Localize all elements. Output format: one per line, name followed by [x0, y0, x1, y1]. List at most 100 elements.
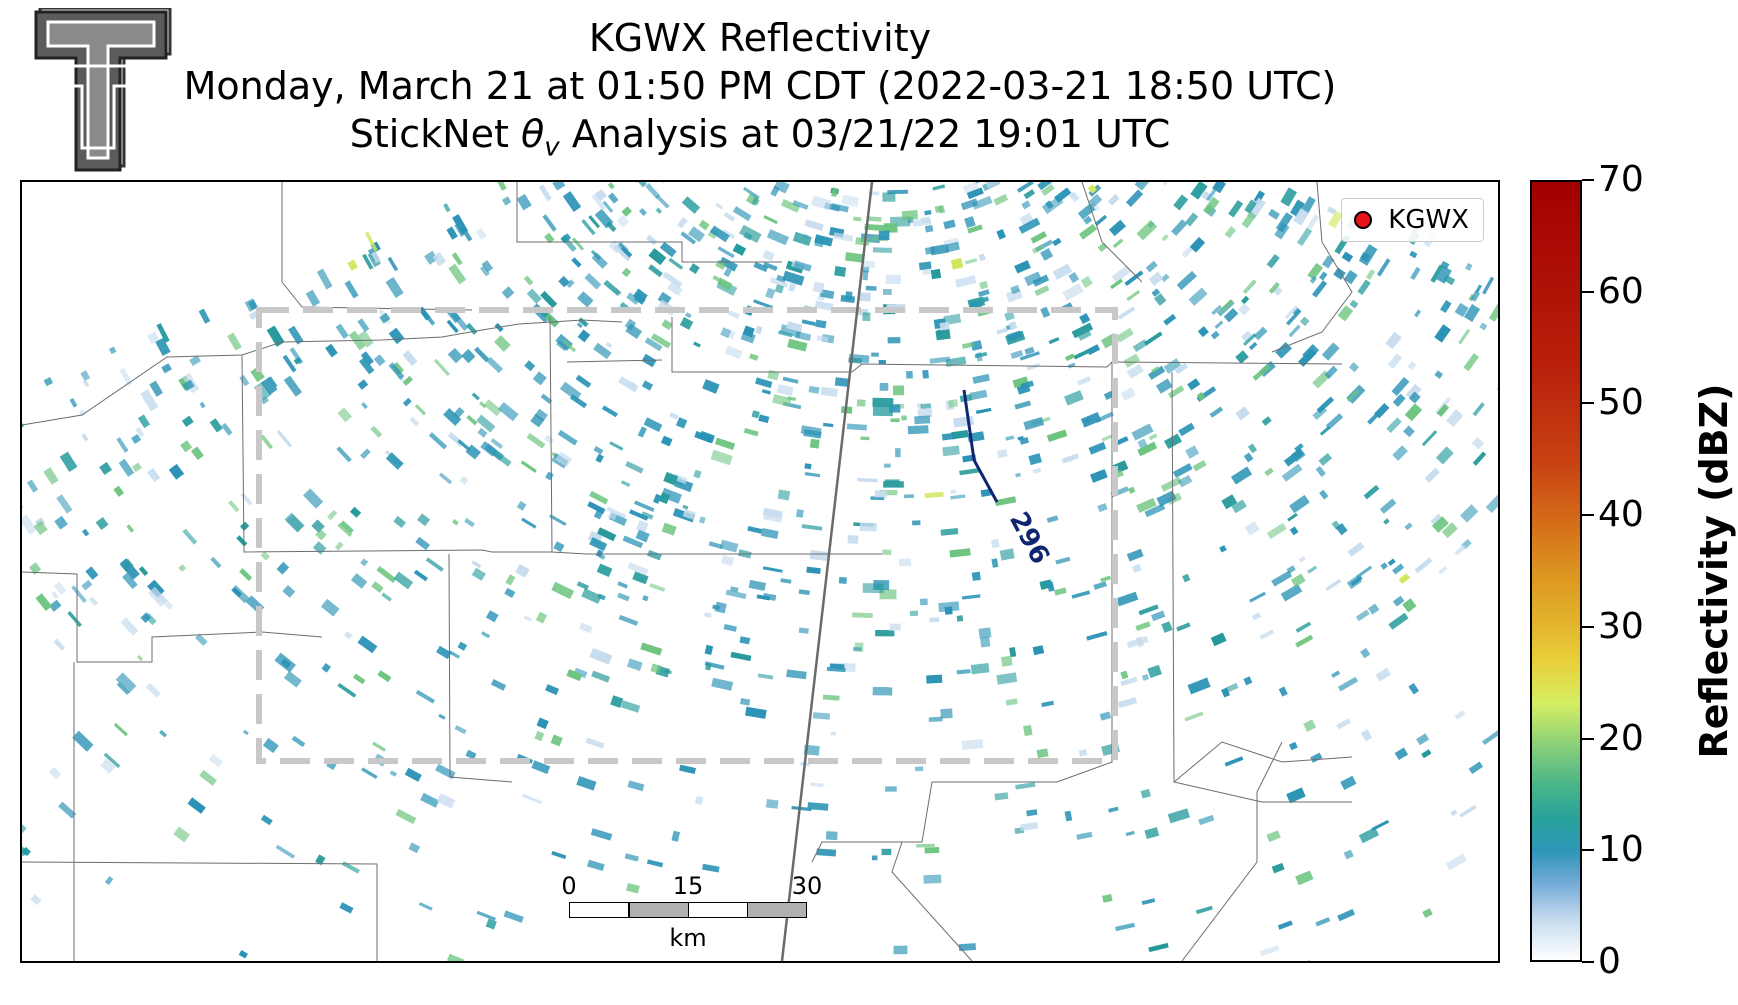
echo-pixel	[393, 571, 414, 590]
echo-pixel	[190, 446, 204, 461]
echo-pixel	[1360, 729, 1373, 742]
echo-pixel	[1235, 406, 1251, 421]
echo-pixel	[749, 353, 759, 361]
echo-pixel	[492, 450, 512, 467]
echo-pixel	[1138, 604, 1159, 616]
radar-map[interactable]: 296 KGWX 0 15 30 km	[20, 180, 1500, 963]
echo-pixel	[996, 327, 1008, 335]
echo-pixel	[1140, 788, 1151, 799]
echo-pixel	[626, 292, 640, 305]
echo-pixel	[58, 801, 77, 819]
echo-pixel	[962, 341, 975, 349]
echo-pixel	[961, 739, 984, 750]
echo-pixel	[43, 377, 54, 387]
echo-pixel	[1032, 645, 1045, 656]
echo-pixel	[1286, 787, 1306, 804]
echo-pixel	[424, 250, 438, 265]
echo-pixel	[1185, 212, 1199, 227]
echo-pixel	[671, 830, 681, 842]
echo-pixel	[260, 551, 271, 561]
echo-pixel	[942, 445, 960, 457]
echo-pixel	[104, 876, 114, 886]
echo-pixel	[82, 379, 90, 388]
echo-pixel	[208, 753, 224, 768]
echo-pixel	[465, 444, 481, 460]
echo-pixel	[1346, 389, 1359, 403]
echo-pixel	[581, 219, 596, 236]
echo-pixel	[1379, 498, 1397, 514]
echo-pixel	[283, 375, 303, 397]
echo-pixel	[1088, 193, 1103, 208]
echo-pixel	[1220, 299, 1234, 312]
echo-pixel	[503, 910, 524, 923]
echo-pixel	[628, 509, 649, 521]
echo-pixel	[834, 266, 847, 277]
echo-pixel	[408, 842, 421, 854]
colorbar-tick-label: 70	[1598, 159, 1644, 200]
echo-pixel	[1135, 621, 1151, 632]
echo-pixel	[760, 528, 779, 539]
echo-pixel	[1434, 324, 1451, 343]
echo-pixel	[22, 514, 38, 535]
echo-pixel	[793, 260, 812, 272]
echo-pixel	[841, 194, 860, 207]
echo-pixel	[801, 524, 823, 531]
echo-pixel	[126, 524, 135, 533]
echo-pixel	[885, 274, 901, 285]
echo-pixel	[1436, 266, 1452, 284]
echo-pixel	[576, 776, 597, 791]
echo-pixel	[1163, 182, 1177, 186]
echo-pixel	[622, 535, 644, 549]
echo-pixel	[610, 695, 624, 708]
echo-pixel	[874, 490, 887, 498]
colorbar-tick-label: 20	[1598, 717, 1644, 759]
echo-pixel	[1031, 243, 1045, 254]
echo-pixel	[1132, 339, 1148, 353]
echo-pixel	[719, 256, 738, 272]
echo-pixel	[762, 566, 783, 573]
analysis-domain-box	[256, 307, 1118, 764]
echo-pixel	[543, 434, 554, 444]
echo-pixel	[1187, 677, 1211, 695]
echo-pixel	[769, 277, 789, 288]
echo-pixel	[1241, 330, 1254, 343]
echo-pixel	[497, 402, 519, 422]
echo-pixel	[1430, 264, 1444, 283]
title-line-2: Monday, March 21 at 01:50 PM CDT (2022-0…	[183, 64, 1337, 108]
echo-pixel	[534, 730, 545, 742]
echo-pixel	[276, 429, 293, 448]
echo-pixel	[1440, 300, 1452, 313]
echo-pixel	[978, 627, 992, 639]
echo-pixel	[459, 475, 469, 485]
echo-pixel	[389, 770, 397, 777]
echo-pixel	[1148, 942, 1169, 953]
county-border	[22, 319, 623, 426]
echo-pixel	[898, 558, 912, 567]
echo-pixel	[685, 312, 692, 319]
scale-tick-15: 15	[672, 872, 704, 900]
echo-pixel	[1019, 437, 1030, 445]
echo-pixel	[454, 725, 467, 735]
echo-pixel	[532, 371, 547, 386]
echo-pixel	[493, 182, 507, 191]
echo-pixel	[451, 252, 463, 266]
echo-pixel	[638, 207, 647, 216]
scale-tick-30: 30	[791, 872, 823, 900]
echo-pixel	[953, 415, 975, 428]
echo-pixel	[1010, 284, 1021, 295]
echo-pixel	[935, 329, 951, 341]
echo-pixel	[352, 673, 366, 685]
echo-pixel	[1392, 445, 1408, 461]
echo-pixel	[605, 341, 613, 348]
echo-pixel	[699, 516, 706, 524]
echo-pixel	[1253, 190, 1266, 204]
echo-pixel	[1438, 565, 1448, 575]
echo-pixel	[180, 440, 193, 453]
echo-pixel	[964, 216, 976, 229]
echo-pixel	[1315, 917, 1331, 927]
echo-pixel	[1120, 387, 1136, 402]
echo-pixel	[815, 319, 827, 329]
echo-pixel	[1126, 548, 1144, 562]
echo-pixel	[325, 343, 338, 358]
echo-pixel	[1341, 251, 1354, 263]
